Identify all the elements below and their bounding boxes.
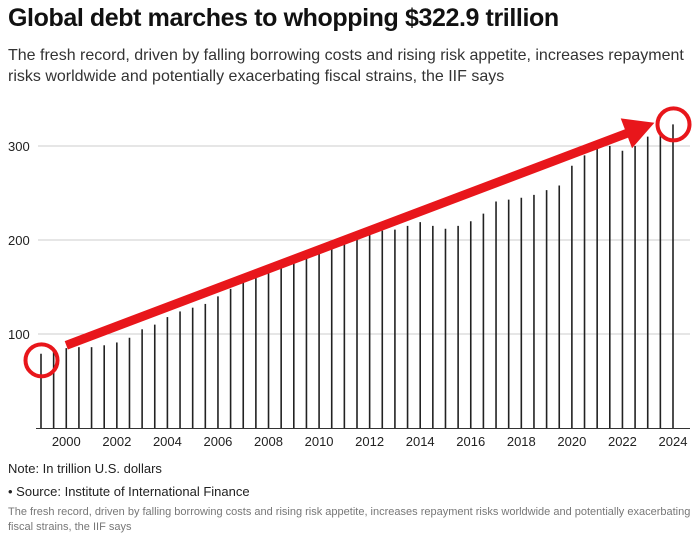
chart-title: Global debt marches to whopping $322.9 t… bbox=[8, 4, 559, 32]
trend-arrow-head bbox=[620, 118, 655, 149]
x-tick-label: 2008 bbox=[254, 434, 283, 449]
y-tick-label: 200 bbox=[8, 233, 30, 248]
trend-arrow-shaft bbox=[64, 128, 630, 350]
note-text: Note: In trillion U.S. dollars bbox=[8, 461, 162, 476]
x-tick-label: 2018 bbox=[507, 434, 536, 449]
x-tick-label: 2022 bbox=[608, 434, 637, 449]
x-tick-label: 2000 bbox=[52, 434, 81, 449]
x-tick-label: 2012 bbox=[355, 434, 384, 449]
x-tick-label: 2004 bbox=[153, 434, 182, 449]
x-tick-label: 2002 bbox=[102, 434, 131, 449]
caption-text: The fresh record, driven by falling borr… bbox=[8, 506, 691, 533]
end-circle-highlight bbox=[655, 106, 692, 143]
x-tick-label: 2016 bbox=[456, 434, 485, 449]
y-tick-label: 100 bbox=[8, 327, 30, 342]
x-tick-label: 2020 bbox=[557, 434, 586, 449]
source-text: • Source: Institute of International Fin… bbox=[8, 484, 250, 499]
x-tick-label: 2024 bbox=[659, 434, 688, 449]
x-tick-label: 2010 bbox=[305, 434, 334, 449]
x-tick-label: 2014 bbox=[406, 434, 435, 449]
chart-subtitle: The fresh record, driven by falling borr… bbox=[8, 47, 684, 85]
y-tick-label: 300 bbox=[8, 139, 30, 154]
start-circle-highlight bbox=[23, 342, 60, 379]
x-tick-label: 2006 bbox=[203, 434, 232, 449]
